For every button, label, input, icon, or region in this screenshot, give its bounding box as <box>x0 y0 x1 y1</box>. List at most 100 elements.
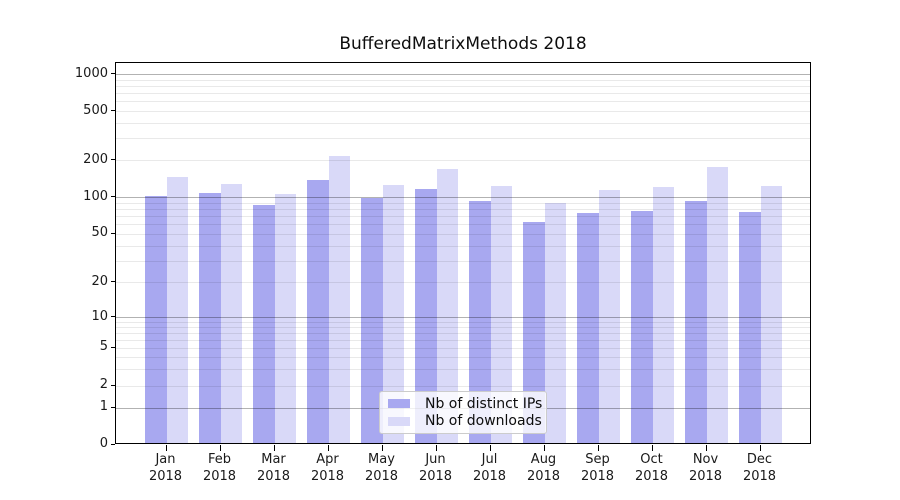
x-tick-label-sep: Sep 2018 <box>568 451 628 485</box>
x-tick-month: Mar <box>261 452 286 467</box>
x-tick-mark <box>489 445 491 451</box>
x-tick-month: Aug <box>530 452 557 467</box>
x-tick-year: 2018 <box>742 469 777 484</box>
x-tick-year: 2018 <box>688 469 723 484</box>
gridline-minor <box>116 385 810 387</box>
x-tick-label-aug: Aug 2018 <box>514 451 574 485</box>
y-tick-label: 200 <box>83 151 108 167</box>
x-tick-year: 2018 <box>634 469 669 484</box>
y-tick-label: 1000 <box>74 65 108 81</box>
x-tick-year: 2018 <box>148 469 183 484</box>
gridline-minor <box>116 332 810 334</box>
bar-downloads-jul <box>490 186 512 443</box>
y-tick-mark <box>111 159 115 161</box>
y-tick-mark <box>111 384 115 386</box>
x-tick-month: Jan <box>155 452 176 467</box>
y-tick-label: 50 <box>91 225 108 241</box>
gridline-minor <box>116 86 810 88</box>
bar-downloads-dec <box>760 186 782 443</box>
bar-distinct-ips-aug <box>523 221 545 443</box>
y-tick-mark <box>111 406 115 408</box>
x-tick-month: Jun <box>425 452 446 467</box>
y-tick-label: 5 <box>99 339 108 355</box>
x-tick-mark <box>165 445 167 451</box>
y-tick-label: 2 <box>99 377 108 393</box>
gridline-minor <box>116 233 810 235</box>
gridline-minor <box>116 79 810 81</box>
legend-swatch-distinct-ips <box>388 399 410 409</box>
x-tick-mark <box>759 445 761 451</box>
gridline-minor <box>116 215 810 217</box>
x-tick-mark <box>327 445 329 451</box>
bar-distinct-ips-may <box>361 197 383 443</box>
bar-downloads-nov <box>706 166 728 443</box>
bar-distinct-ips-apr <box>307 180 329 443</box>
y-tick-label: 20 <box>91 273 108 289</box>
y-tick-label: 500 <box>83 102 108 118</box>
chart-title: BufferedMatrixMethods 2018 <box>339 34 587 54</box>
x-tick-year: 2018 <box>418 469 453 484</box>
bar-downloads-mar <box>274 194 296 443</box>
bar-distinct-ips-jan <box>145 195 167 443</box>
gridline-minor <box>116 224 810 226</box>
gridline-major <box>116 317 810 318</box>
x-tick-year: 2018 <box>310 469 345 484</box>
bar-downloads-jun <box>436 168 458 443</box>
bar-downloads-jan <box>166 176 188 443</box>
gridline-minor <box>116 245 810 247</box>
bar-distinct-ips-dec <box>739 212 761 443</box>
x-tick-label-jul: Jul 2018 <box>460 451 520 485</box>
x-tick-label-jan: Jan 2018 <box>136 451 196 485</box>
x-tick-month: Apr <box>316 452 339 467</box>
gridline-minor <box>116 260 810 262</box>
x-tick-mark <box>543 445 545 451</box>
x-tick-label-apr: Apr 2018 <box>298 451 358 485</box>
bar-downloads-may <box>382 185 404 443</box>
bar-downloads-sep <box>598 190 620 443</box>
y-tick-mark <box>111 196 115 197</box>
x-tick-month: Dec <box>746 452 773 467</box>
x-tick-mark <box>651 445 653 451</box>
y-tick-mark <box>111 316 115 317</box>
plot-area: Nb of distinct IPs Nb of downloads <box>115 62 811 444</box>
bar-downloads-aug <box>544 202 566 443</box>
x-tick-year: 2018 <box>364 469 399 484</box>
gridline-minor <box>116 321 810 323</box>
x-tick-year: 2018 <box>256 469 291 484</box>
legend-swatch-downloads <box>388 416 410 426</box>
x-tick-mark <box>435 445 437 451</box>
legend-entry-distinct-ips: Nb of distinct IPs <box>388 396 542 412</box>
x-tick-label-jun: Jun 2018 <box>406 451 466 485</box>
y-tick-mark <box>111 110 115 111</box>
bar-distinct-ips-jun <box>415 188 437 443</box>
grid-layer <box>116 63 810 443</box>
x-tick-year: 2018 <box>526 469 561 484</box>
gridline-minor <box>116 356 810 358</box>
legend-label-distinct-ips: Nb of distinct IPs <box>425 395 543 412</box>
x-tick-mark <box>273 445 275 451</box>
x-tick-year: 2018 <box>580 469 615 484</box>
gridline-minor <box>116 123 810 124</box>
x-tick-mark <box>381 445 383 451</box>
gridline-major <box>116 197 810 198</box>
y-tick-mark <box>111 346 115 348</box>
bar-distinct-ips-feb <box>199 193 221 443</box>
bar-distinct-ips-sep <box>577 212 599 443</box>
x-tick-year: 2018 <box>472 469 507 484</box>
gridline-minor <box>116 326 810 328</box>
bar-downloads-oct <box>652 187 674 443</box>
legend-label-downloads: Nb of downloads <box>425 413 542 430</box>
x-tick-month: Feb <box>207 452 232 467</box>
y-tick-mark <box>111 281 115 283</box>
x-tick-month: May <box>368 452 395 467</box>
x-tick-year: 2018 <box>202 469 237 484</box>
gridline-minor <box>116 93 810 95</box>
x-tick-label-dec: Dec 2018 <box>730 451 790 485</box>
bar-distinct-ips-oct <box>631 211 653 443</box>
x-tick-month: Nov <box>692 452 719 467</box>
gridline-minor <box>116 282 810 284</box>
gridline-minor <box>116 339 810 341</box>
x-tick-month: Oct <box>640 452 663 467</box>
gridline-minor <box>116 368 810 370</box>
bar-distinct-ips-nov <box>685 201 707 443</box>
